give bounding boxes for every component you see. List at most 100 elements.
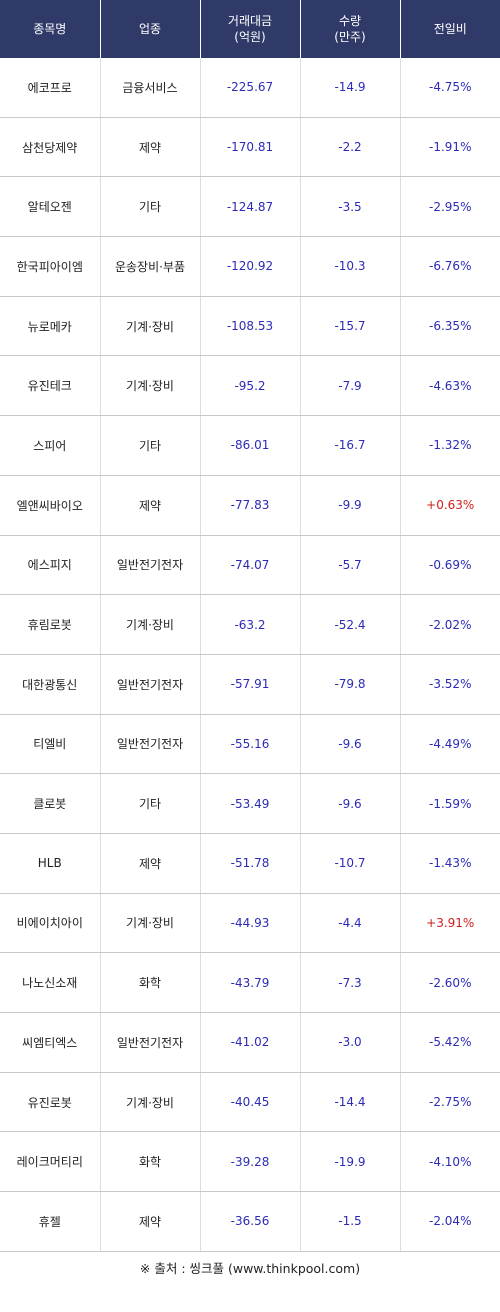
stock-name-cell: 티엘비 <box>0 714 101 775</box>
stock-name-cell: 알테오젠 <box>0 176 101 238</box>
qty-cell: -16.7 <box>300 415 401 476</box>
qty-cell: -3.0 <box>300 1012 401 1073</box>
sector-cell: 기계·장비 <box>100 893 201 954</box>
sector-cell: 기계·장비 <box>100 296 201 357</box>
sector-cell: 기타 <box>100 773 201 834</box>
amount-cell: -36.56 <box>200 1191 301 1252</box>
amount-cell: -95.2 <box>200 355 301 417</box>
amount-cell: -124.87 <box>200 176 301 238</box>
sector-cell: 제약 <box>100 833 201 894</box>
qty-cell: -14.9 <box>300 58 401 118</box>
amount-cell: -120.92 <box>200 236 301 297</box>
header-amount: 거래대금 (억원) <box>200 0 301 58</box>
change-cell: -2.04% <box>400 1191 500 1252</box>
amount-cell: -40.45 <box>200 1072 301 1133</box>
sector-cell: 화학 <box>100 952 201 1013</box>
header-sector: 업종 <box>100 0 201 58</box>
table-row: 클로봇 기타 -53.49 -9.6 -1.59% <box>0 773 500 834</box>
change-cell: -2.60% <box>400 952 500 1013</box>
amount-cell: -170.81 <box>200 117 301 178</box>
header-name: 종목명 <box>0 0 101 58</box>
sector-cell: 일반전기전자 <box>100 654 201 715</box>
table-row: 비에이치아이 기계·장비 -44.93 -4.4 +3.91% <box>0 893 500 954</box>
amount-cell: -63.2 <box>200 594 301 655</box>
stock-name-cell: 유진로봇 <box>0 1072 101 1133</box>
qty-cell: -5.7 <box>300 535 401 596</box>
header-amount-line1: 거래대금 <box>227 14 273 28</box>
sector-cell: 제약 <box>100 475 201 536</box>
change-cell: -6.76% <box>400 236 500 297</box>
change-cell: -1.43% <box>400 833 500 894</box>
change-cell: -1.91% <box>400 117 500 178</box>
change-cell: -1.32% <box>400 415 500 476</box>
stock-name-cell: 에스피지 <box>0 535 101 596</box>
stock-name-cell: 한국피아이엠 <box>0 236 101 297</box>
amount-cell: -43.79 <box>200 952 301 1013</box>
stock-name-cell: 엘앤씨바이오 <box>0 475 101 536</box>
change-cell: +0.63% <box>400 475 500 536</box>
qty-cell: -15.7 <box>300 296 401 357</box>
table-row: 휴젤 제약 -36.56 -1.5 -2.04% <box>0 1191 500 1252</box>
qty-cell: -2.2 <box>300 117 401 178</box>
sector-cell: 일반전기전자 <box>100 1012 201 1073</box>
qty-cell: -19.9 <box>300 1131 401 1193</box>
qty-cell: -4.4 <box>300 893 401 954</box>
stock-name-cell: 휴젤 <box>0 1191 101 1252</box>
stock-name-cell: 삼천당제약 <box>0 117 101 178</box>
change-cell: -2.75% <box>400 1072 500 1133</box>
table-row: 에스피지 일반전기전자 -74.07 -5.7 -0.69% <box>0 535 500 596</box>
table-row: 뉴로메카 기계·장비 -108.53 -15.7 -6.35% <box>0 296 500 357</box>
qty-cell: -79.8 <box>300 654 401 715</box>
stock-name-cell: 씨엠티엑스 <box>0 1012 101 1073</box>
qty-cell: -1.5 <box>300 1191 401 1252</box>
stock-name-cell: 에코프로 <box>0 58 101 118</box>
sector-cell: 운송장비·부품 <box>100 236 201 297</box>
change-cell: -0.69% <box>400 535 500 596</box>
amount-cell: -108.53 <box>200 296 301 357</box>
sector-cell: 제약 <box>100 1191 201 1252</box>
table-row: 레이크머티리 화학 -39.28 -19.9 -4.10% <box>0 1131 500 1193</box>
stock-name-cell: 스피어 <box>0 415 101 476</box>
table-row: 유진로봇 기계·장비 -40.45 -14.4 -2.75% <box>0 1072 500 1133</box>
change-cell: -4.49% <box>400 714 500 775</box>
amount-cell: -74.07 <box>200 535 301 596</box>
amount-cell: -41.02 <box>200 1012 301 1073</box>
table-row: 삼천당제약 제약 -170.81 -2.2 -1.91% <box>0 117 500 178</box>
amount-cell: -57.91 <box>200 654 301 715</box>
table-row: 알테오젠 기타 -124.87 -3.5 -2.95% <box>0 176 500 238</box>
amount-cell: -225.67 <box>200 58 301 118</box>
qty-cell: -7.9 <box>300 355 401 417</box>
qty-cell: -9.6 <box>300 773 401 834</box>
header-qty: 수량 (만주) <box>300 0 401 58</box>
stock-name-cell: 대한광통신 <box>0 654 101 715</box>
header-amount-line2: (억원) <box>234 30 266 44</box>
change-cell: -3.52% <box>400 654 500 715</box>
qty-cell: -7.3 <box>300 952 401 1013</box>
source-note: ※ 출처 : 씽크풀 (www.thinkpool.com) <box>139 1261 361 1276</box>
table-row: 티엘비 일반전기전자 -55.16 -9.6 -4.49% <box>0 714 500 775</box>
table-row: 에코프로 금융서비스 -225.67 -14.9 -4.75% <box>0 58 500 118</box>
amount-cell: -55.16 <box>200 714 301 775</box>
sector-cell: 금융서비스 <box>100 58 201 118</box>
qty-cell: -14.4 <box>300 1072 401 1133</box>
change-cell: -4.75% <box>400 58 500 118</box>
stock-name-cell: 클로봇 <box>0 773 101 834</box>
change-cell: -1.59% <box>400 773 500 834</box>
table-row: 엘앤씨바이오 제약 -77.83 -9.9 +0.63% <box>0 475 500 536</box>
header-qty-line1: 수량 <box>338 14 362 28</box>
change-cell: -2.95% <box>400 176 500 238</box>
table-header: 종목명 업종 거래대금 (억원) 수량 (만주) 전일비 <box>0 0 500 58</box>
change-cell: -6.35% <box>400 296 500 357</box>
table-row: HLB 제약 -51.78 -10.7 -1.43% <box>0 833 500 894</box>
amount-cell: -86.01 <box>200 415 301 476</box>
qty-cell: -10.3 <box>300 236 401 297</box>
qty-cell: -9.6 <box>300 714 401 775</box>
table-row: 대한광통신 일반전기전자 -57.91 -79.8 -3.52% <box>0 654 500 715</box>
table-row: 씨엠티엑스 일반전기전자 -41.02 -3.0 -5.42% <box>0 1012 500 1073</box>
stock-name-cell: HLB <box>0 833 101 894</box>
table-row: 유진테크 기계·장비 -95.2 -7.9 -4.63% <box>0 355 500 417</box>
change-cell: -4.10% <box>400 1131 500 1193</box>
change-cell: -4.63% <box>400 355 500 417</box>
stock-name-cell: 비에이치아이 <box>0 893 101 954</box>
table-row: 휴림로봇 기계·장비 -63.2 -52.4 -2.02% <box>0 594 500 655</box>
